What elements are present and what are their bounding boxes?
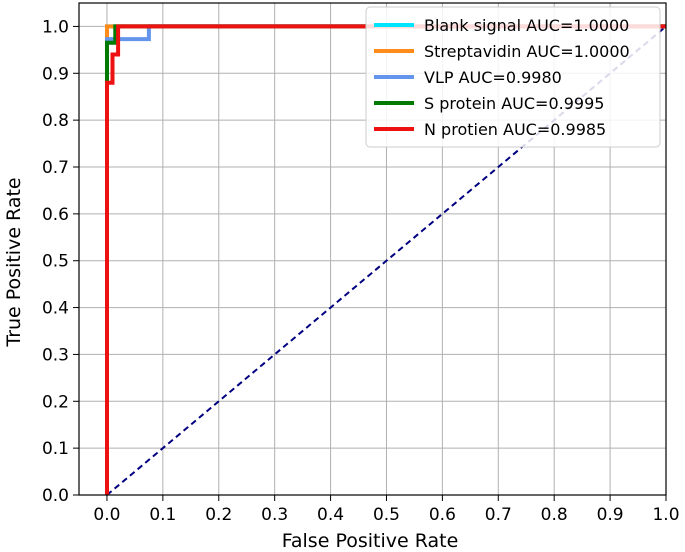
reference-line-layer xyxy=(106,25,667,496)
x-tick-label: 0.0 xyxy=(93,505,120,525)
x-tick-label: 0.8 xyxy=(541,505,568,525)
legend-box xyxy=(365,6,661,148)
x-tick-label: 0.3 xyxy=(261,505,288,525)
x-tick-label: 1.0 xyxy=(652,505,679,525)
y-tick-label: 0.0 xyxy=(42,486,69,506)
y-tick-label: 0.5 xyxy=(42,252,69,272)
y-tick-label: 0.9 xyxy=(42,64,69,84)
x-tick-label: 0.4 xyxy=(317,505,344,525)
y-tick-label: 1.0 xyxy=(42,17,69,37)
legend-label-2: VLP AUC=0.9980 xyxy=(424,68,562,87)
y-tick-label: 0.1 xyxy=(42,439,69,459)
y-tick-label: 0.7 xyxy=(42,158,69,178)
legend-label-0: Blank signal AUC=1.0000 xyxy=(424,16,629,35)
legend: Blank signal AUC=1.0000 Streptavidin AUC=… xyxy=(365,6,661,148)
legend-label-1: Streptavidin AUC=1.0000 xyxy=(424,42,630,61)
plot-frame xyxy=(78,2,667,496)
x-tick-label: 0.9 xyxy=(597,505,624,525)
x-tick-label: 0.1 xyxy=(149,505,176,525)
x-tick-label: 0.7 xyxy=(485,505,512,525)
y-tick-label: 0.8 xyxy=(42,111,69,131)
legend-label-4: N protien AUC=0.9985 xyxy=(424,120,606,139)
x-tick-label: 0.2 xyxy=(205,505,232,525)
legend-label-3: S protein AUC=0.9995 xyxy=(424,94,604,113)
y-tick-label: 0.6 xyxy=(42,205,69,225)
y-tick-label: 0.2 xyxy=(42,392,69,412)
y-tick-label: 0.4 xyxy=(42,299,69,319)
series-line-4 xyxy=(105,24,666,495)
y-tick-label: 0.3 xyxy=(42,345,69,365)
x-tick-label: 0.6 xyxy=(429,505,456,525)
x-axis-label: False Positive Rate xyxy=(282,530,459,552)
reference-diagonal-line xyxy=(106,25,667,496)
axis-ticks: 0.0 0.1 0.2 0.3 0.4 0.5 0.6 0.7 0.8 0.9 1.0 0.0 0.1 0… xyxy=(42,17,680,525)
y-axis-label: True Positive Rate xyxy=(3,177,25,347)
x-tick-label: 0.5 xyxy=(373,505,400,525)
